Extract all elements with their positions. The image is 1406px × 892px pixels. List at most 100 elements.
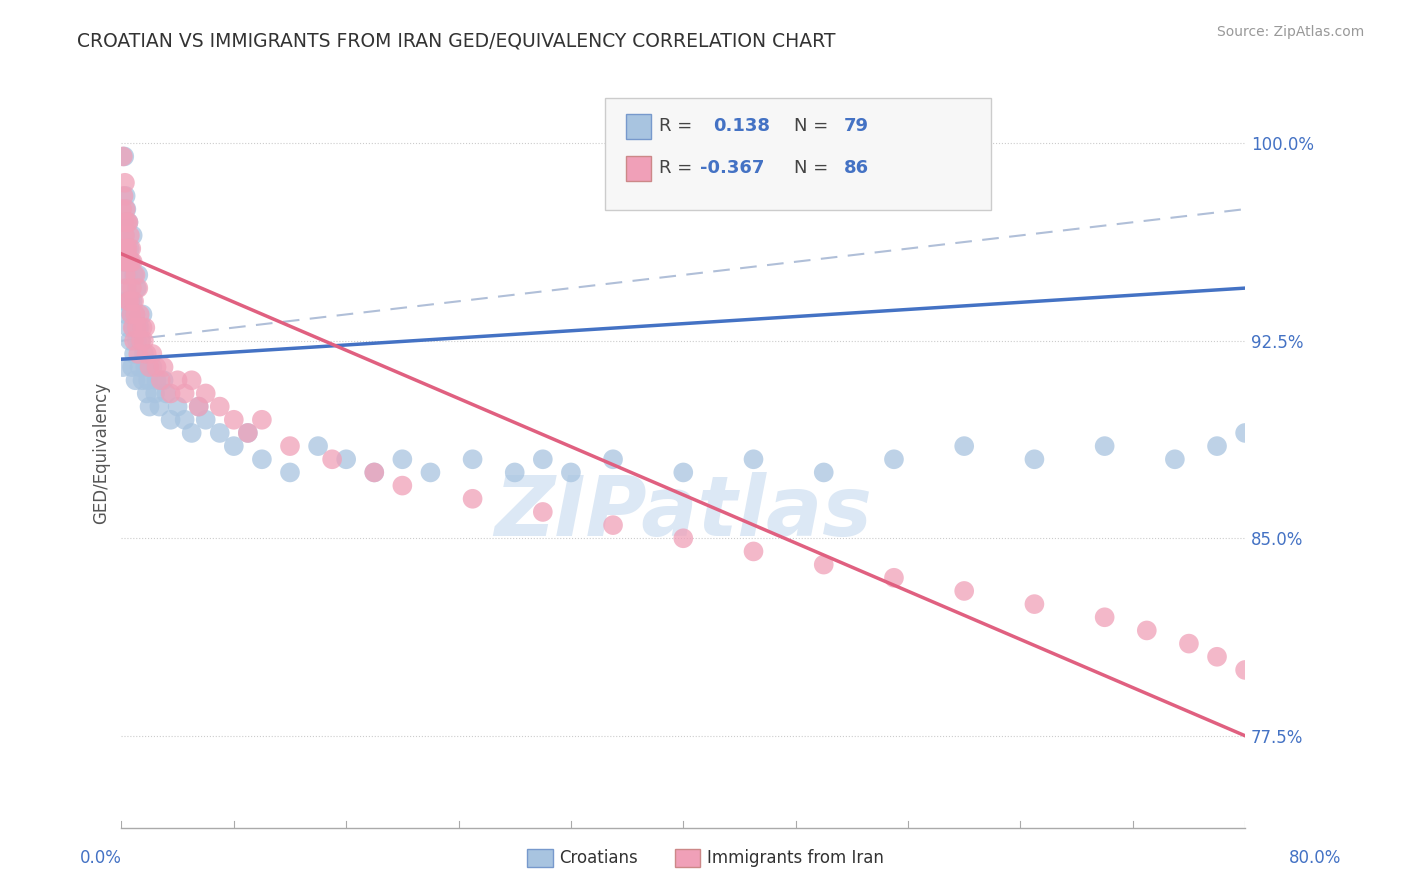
Point [208, 400, 231, 414]
Point [132, 334, 155, 348]
Point [131, 308, 153, 322]
Text: 79: 79 [844, 117, 869, 135]
Point [136, 373, 159, 387]
Point [111, 202, 134, 216]
Point [187, 400, 209, 414]
Point [124, 373, 146, 387]
Point [122, 334, 145, 348]
Point [118, 254, 141, 268]
Point [132, 347, 155, 361]
Point [1206, 649, 1229, 664]
Point [134, 360, 156, 375]
Point [131, 320, 153, 334]
Point [173, 386, 195, 401]
Point [883, 571, 905, 585]
Point [250, 413, 273, 427]
Point [742, 544, 765, 558]
Point [419, 466, 441, 480]
Point [531, 505, 554, 519]
Point [141, 360, 163, 375]
Point [148, 400, 170, 414]
Point [1234, 425, 1257, 440]
Point [120, 254, 142, 268]
Point [128, 360, 150, 375]
Point [112, 215, 135, 229]
Point [117, 215, 139, 229]
Point [1094, 610, 1116, 624]
Point [117, 320, 139, 334]
Point [127, 268, 149, 282]
Point [114, 268, 136, 282]
Point [121, 360, 143, 375]
Point [115, 308, 138, 322]
Point [149, 373, 172, 387]
Point [115, 281, 138, 295]
Point [602, 452, 624, 467]
Point [1136, 624, 1159, 638]
Point [112, 149, 135, 163]
Point [145, 360, 167, 375]
Point [1164, 452, 1187, 467]
Point [121, 294, 143, 309]
Point [117, 242, 139, 256]
Point [145, 373, 167, 387]
Point [118, 294, 141, 309]
Point [194, 413, 217, 427]
Point [155, 386, 177, 401]
Text: 80.0%: 80.0% [1288, 849, 1341, 867]
Point [307, 439, 329, 453]
Text: Source: ZipAtlas.com: Source: ZipAtlas.com [1216, 25, 1364, 39]
Point [953, 439, 976, 453]
Point [115, 215, 138, 229]
Point [118, 334, 141, 348]
Point [124, 308, 146, 322]
Point [1024, 452, 1046, 467]
Text: N =: N = [794, 159, 834, 177]
Point [531, 452, 554, 467]
Point [127, 320, 149, 334]
Point [115, 202, 138, 216]
Text: N =: N = [794, 117, 834, 135]
Point [335, 452, 357, 467]
Point [180, 425, 202, 440]
Point [208, 425, 231, 440]
Point [112, 254, 135, 268]
Point [127, 347, 149, 361]
Point [141, 347, 163, 361]
Text: CROATIAN VS IMMIGRANTS FROM IRAN GED/EQUIVALENCY CORRELATION CHART: CROATIAN VS IMMIGRANTS FROM IRAN GED/EQU… [77, 31, 835, 50]
Point [560, 466, 582, 480]
Point [173, 413, 195, 427]
Point [115, 254, 138, 268]
Point [742, 452, 765, 467]
Point [222, 413, 245, 427]
Point [672, 531, 695, 545]
Point [112, 189, 135, 203]
Point [1346, 715, 1368, 730]
Point [117, 215, 139, 229]
Point [121, 228, 143, 243]
Point [1094, 439, 1116, 453]
Point [166, 373, 188, 387]
Point [124, 268, 146, 282]
Point [461, 491, 484, 506]
Text: ZIPatlas: ZIPatlas [495, 472, 872, 553]
Point [236, 425, 259, 440]
Point [125, 281, 148, 295]
Text: -0.367: -0.367 [700, 159, 765, 177]
Point [120, 294, 142, 309]
Point [194, 386, 217, 401]
Point [152, 373, 174, 387]
Point [135, 386, 157, 401]
Point [114, 228, 136, 243]
Point [813, 558, 835, 572]
Point [166, 400, 188, 414]
Point [118, 242, 141, 256]
Point [121, 320, 143, 334]
Point [122, 268, 145, 282]
Point [1234, 663, 1257, 677]
Point [118, 254, 141, 268]
Point [278, 466, 301, 480]
Point [1388, 755, 1406, 769]
Point [124, 308, 146, 322]
Point [159, 386, 181, 401]
